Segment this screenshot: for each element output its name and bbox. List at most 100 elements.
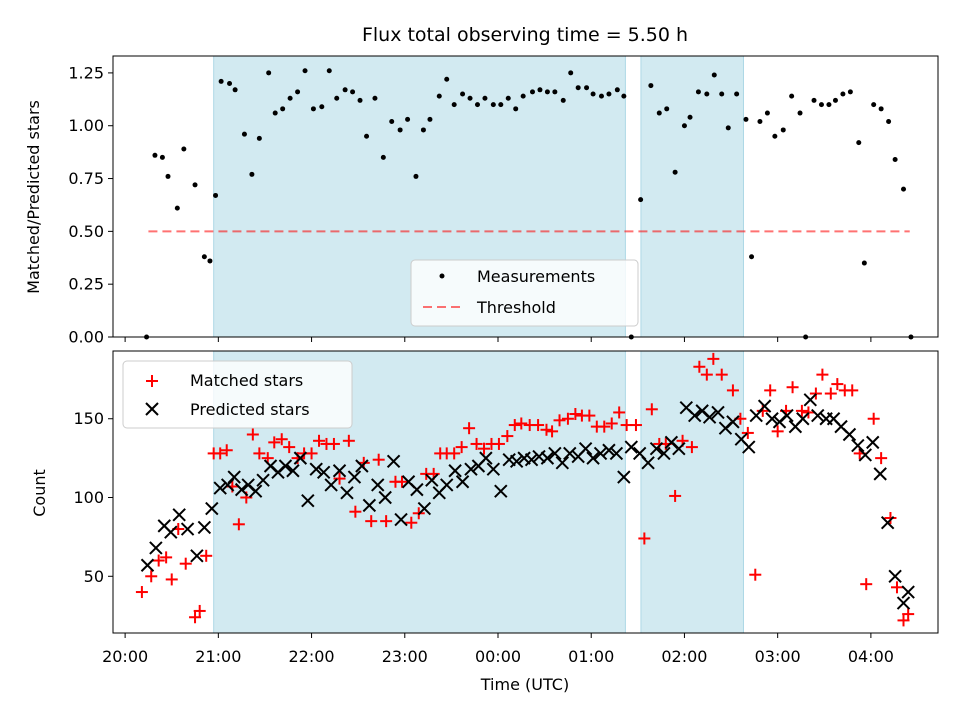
predicted-star-point	[780, 408, 794, 423]
measurement-point	[207, 258, 213, 264]
predicted-star-point	[851, 438, 865, 453]
y-tick-label: 0.00	[68, 328, 104, 347]
predicted-star-point	[811, 408, 825, 423]
y-tick-label: 1.00	[68, 116, 104, 135]
measurement-point	[213, 192, 219, 198]
predicted-star-point	[205, 501, 219, 516]
matched-star-point	[605, 417, 618, 430]
matched-star-point	[135, 586, 148, 599]
matched-star-point	[816, 368, 829, 381]
predicted-star-point	[873, 467, 887, 481]
measurement-point	[719, 91, 725, 97]
matched-star-point	[824, 387, 837, 400]
predicted-star-point	[842, 427, 857, 442]
legend-predicted-marker	[145, 402, 159, 416]
measurement-point	[764, 110, 770, 116]
matched-star-point	[890, 581, 903, 594]
measurement-point	[372, 95, 378, 101]
predicted-star-point	[248, 484, 263, 498]
matched-star-point	[546, 425, 559, 438]
measurement-point	[584, 85, 590, 91]
matched-star-point	[448, 447, 461, 460]
matched-star-point	[561, 412, 574, 425]
predicted-star-point	[888, 569, 902, 583]
measurement-point	[389, 118, 395, 124]
matched-star-point	[726, 384, 739, 397]
predicted-star-point	[464, 462, 478, 476]
predicted-star-point	[180, 522, 195, 536]
measurement-point	[544, 89, 550, 95]
measurement-point	[505, 95, 511, 101]
measurement-point	[529, 89, 535, 95]
x-tick-label: 00:00	[475, 647, 521, 666]
measurement-point	[420, 127, 426, 133]
measurement-point	[165, 173, 171, 179]
matched-star-point	[200, 549, 213, 562]
matched-star-point	[569, 408, 582, 421]
measurement-point	[552, 89, 558, 95]
measurement-point	[152, 152, 158, 158]
predicted-star-point	[866, 435, 880, 450]
x-tick-label: 04:00	[848, 647, 894, 666]
measurement-point	[901, 186, 907, 192]
matched-star-point	[455, 441, 468, 454]
measurement-point	[575, 85, 581, 91]
measurement-point	[256, 135, 262, 141]
matched-star-point	[613, 406, 626, 419]
predicted-star-point	[172, 508, 186, 522]
predicted-star-point	[378, 490, 392, 505]
predicted-star-point	[190, 549, 204, 563]
predicted-star-point	[164, 525, 178, 539]
measurement-point	[856, 140, 862, 146]
measurement-point	[413, 173, 419, 179]
matched-star-point	[532, 419, 545, 432]
predicted-star-point	[765, 412, 779, 426]
measurement-point	[734, 91, 740, 97]
shaded-region	[640, 55, 744, 338]
predicted-star-point	[602, 443, 616, 457]
matched-star-point	[313, 434, 326, 447]
matched-star-point	[165, 573, 178, 586]
measurement-point	[174, 205, 180, 211]
measurement-point	[672, 169, 678, 175]
x-tick-label: 21:00	[195, 647, 241, 666]
measurement-point	[757, 118, 763, 124]
predicted-star-point	[293, 451, 308, 465]
predicted-star-point	[803, 393, 817, 407]
predicted-star-point	[448, 464, 462, 478]
predicted-star-point	[140, 558, 155, 572]
measurement-point	[467, 95, 473, 101]
measurement-point	[826, 102, 832, 108]
predicted-star-point	[687, 408, 702, 423]
measurement-point	[695, 89, 701, 95]
measurement-point	[444, 76, 450, 82]
predicted-star-point	[757, 399, 772, 413]
matched-star-point	[741, 426, 754, 439]
predicted-star-point	[149, 541, 163, 555]
matched-star-point	[327, 437, 340, 450]
top-panel: 0.00 0.25 0.50 0.75 1.00 1.25 Matched/Predict…	[24, 55, 939, 347]
matched-star-point	[333, 472, 346, 485]
measurement-point	[436, 93, 442, 99]
measurement-point	[266, 70, 272, 76]
measurement-point	[847, 89, 853, 95]
measurement-point	[159, 154, 165, 160]
y-tick-label: 0.50	[68, 222, 104, 241]
measurement-point	[780, 127, 786, 133]
matched-star-point	[193, 604, 206, 617]
predicted-star-point	[641, 456, 655, 470]
matched-star-point	[470, 437, 483, 450]
y-tick-label: 1.25	[68, 63, 104, 82]
matched-star-point	[380, 515, 393, 528]
predicted-star-point	[234, 482, 249, 497]
predicted-star-point	[494, 484, 508, 498]
bottom-y-ticks: 50 100 150	[73, 409, 113, 586]
predicted-star-point	[609, 446, 624, 461]
predicted-star-point	[440, 478, 454, 492]
legend-predicted-stars: Predicted stars	[190, 400, 310, 419]
measurement-point	[656, 110, 662, 116]
measurement-point	[711, 72, 717, 78]
x-axis-label: Time (UTC)	[480, 675, 569, 694]
predicted-star-point	[324, 478, 338, 492]
matched-star-point	[700, 368, 713, 381]
